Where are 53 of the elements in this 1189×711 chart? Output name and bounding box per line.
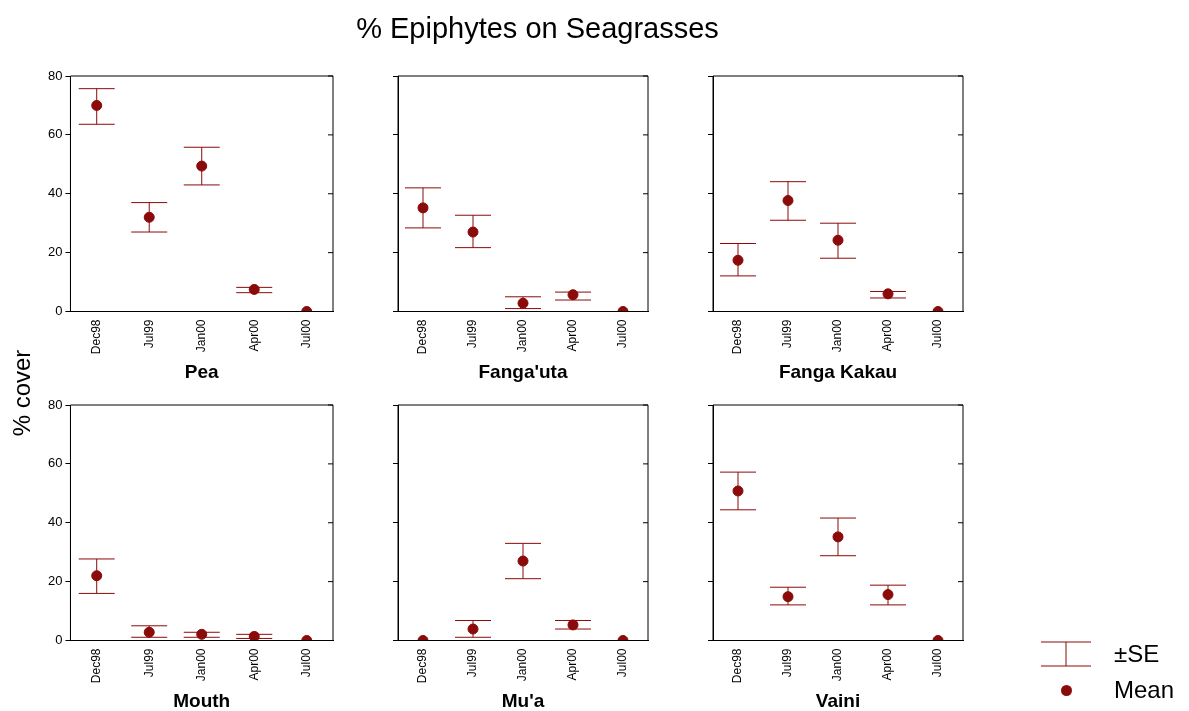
y-tick-label: 40 [47,185,63,201]
x-tick-label: Dec98 [415,648,430,684]
x-tick-label: Jan00 [830,319,845,353]
y-tick-label: 60 [47,126,63,142]
x-tick-label: Apr00 [880,648,895,681]
y-tick-label: 80 [47,396,63,412]
x-tick-label: Jul99 [141,648,156,678]
x-tick-label: Jul00 [930,319,945,349]
x-tick-label: Dec98 [730,319,745,355]
x-tick-label: Jan00 [515,648,530,682]
chart-title: % Epiphytes on Seagrasses [355,12,720,45]
y-tick-label: 60 [47,455,63,471]
x-axis-title: Fanga'uta [478,360,568,382]
x-tick-label: Jan00 [194,648,209,682]
x-axis-title: Pea [184,360,220,382]
y-tick-label: 20 [47,244,63,260]
x-tick-label: Jul99 [465,319,480,349]
x-tick-label: Dec98 [89,319,104,355]
x-axis-title: Mouth [173,689,231,711]
x-tick-label: Jul00 [615,319,630,349]
x-tick-label: Apr00 [880,319,895,352]
point [143,211,155,223]
x-tick-label: Jul99 [465,648,480,678]
x-tick-label: Dec98 [89,648,104,684]
x-tick-label: Dec98 [415,319,430,355]
x-tick-label: Dec98 [730,648,745,684]
x-axis-title: Fanga Kakau [778,360,898,382]
y-tick-label: 40 [47,514,63,530]
y-tick-label: 20 [47,573,63,589]
x-tick-label: Apr00 [565,648,580,681]
legend-label: Mean [1114,676,1175,704]
x-tick-label: Jul00 [615,648,630,678]
y-tick-label: 0 [55,303,63,319]
x-tick-label: Apr00 [246,319,261,352]
x-tick-label: Jul00 [299,648,314,678]
y-tick-label: 80 [47,67,63,83]
x-axis-title: Mu'a [501,689,545,711]
x-axis-title: Vaini [815,689,861,711]
point [91,99,103,111]
x-tick-label: Jul99 [780,648,795,678]
text: ±SE [1114,640,1160,668]
x-tick-label: Jan00 [515,319,530,353]
x-tick-label: Jul00 [930,648,945,678]
y-tick-label: 0 [55,632,63,648]
x-tick-label: Apr00 [565,319,580,352]
x-tick-label: Apr00 [246,648,261,681]
point [196,160,208,172]
x-tick-label: Jul00 [299,319,314,349]
x-tick-label: Jan00 [194,319,209,353]
x-tick-label: Jul99 [780,319,795,349]
y-axis-title: % cover [8,349,36,437]
x-tick-label: Jan00 [830,648,845,682]
x-tick-label: Jul99 [141,319,156,349]
